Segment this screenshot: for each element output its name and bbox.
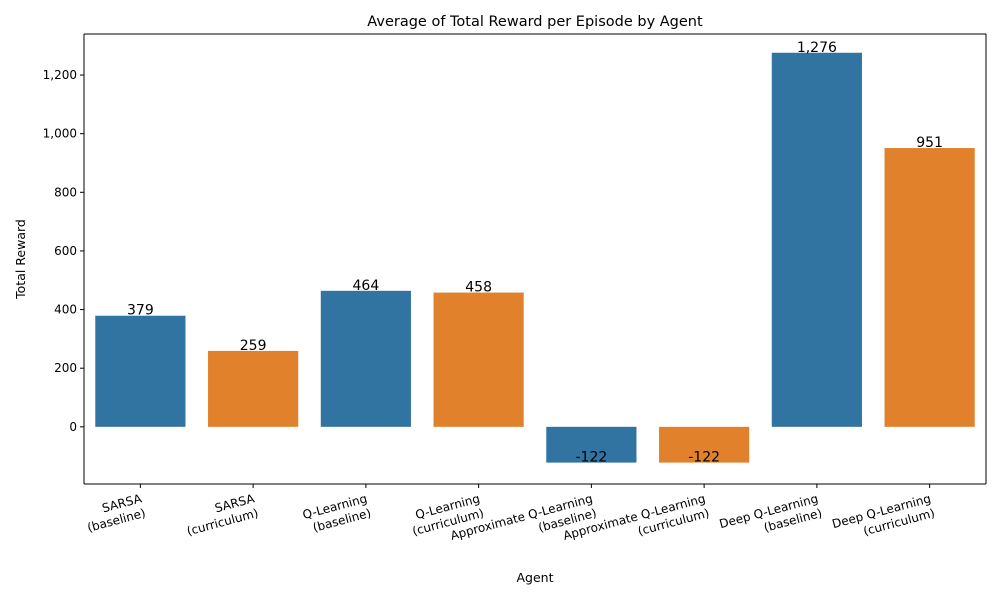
x-tick-label: Q-Learning(baseline) [301, 491, 372, 536]
bar [546, 426, 637, 463]
data-label: 951 [916, 135, 943, 151]
data-label: 1,276 [797, 40, 837, 56]
x-tick-label: SARSA(baseline) [82, 491, 148, 535]
y-tick-label: 600 [54, 244, 77, 258]
x-tick-label: SARSA(curriculum) [181, 491, 260, 538]
data-label: -122 [688, 450, 720, 466]
y-tick-label: 200 [54, 361, 77, 375]
bar [320, 290, 411, 427]
x-tick-label: Q-Learning(curriculum) [407, 491, 485, 538]
chart-title: Average of Total Reward per Episode by A… [367, 14, 703, 30]
plot-area: 379 259 464 458 -122 -122 1,276 951 0 200 400 600 80… [43, 33, 987, 545]
bar [659, 426, 750, 463]
y-tick-label: 0 [69, 420, 77, 434]
data-label: 379 [127, 303, 154, 319]
data-label: 259 [240, 338, 267, 354]
bar [208, 350, 299, 427]
bar [884, 148, 975, 427]
bar [95, 315, 186, 427]
y-tick-label: 400 [54, 303, 77, 317]
data-label: 458 [465, 280, 492, 296]
x-axis-label: Agent [517, 570, 554, 585]
data-label: 464 [353, 278, 380, 294]
bar [433, 292, 524, 427]
data-label: -122 [575, 450, 607, 466]
x-tick-label: Deep Q-Learning(baseline) [718, 491, 824, 545]
y-tick-label: 800 [54, 185, 77, 199]
x-tick-label: Deep Q-Learning(curriculum) [831, 491, 937, 545]
y-tick-label: 1,200 [43, 68, 77, 82]
y-tick-label: 1,000 [43, 127, 77, 141]
y-axis-label: Total Reward [13, 219, 28, 300]
bar [771, 52, 862, 427]
